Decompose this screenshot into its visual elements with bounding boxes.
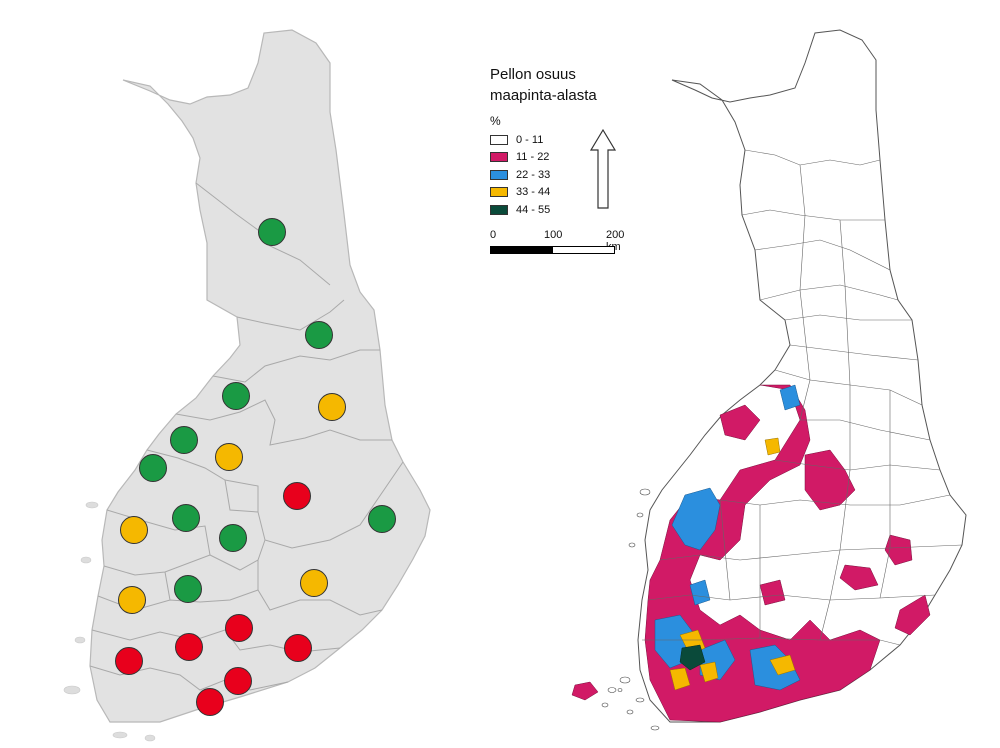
scale-bar: 0 100 200 km xyxy=(490,229,630,259)
region-marker-yellow xyxy=(118,586,146,614)
north-arrow-icon xyxy=(589,128,617,209)
legend-item: 33 - 44 xyxy=(490,184,710,202)
legend-swatch xyxy=(490,134,508,145)
class-22-33-zones xyxy=(654,384,801,691)
region-marker-green xyxy=(258,218,286,246)
legend-item: 11 - 22 xyxy=(490,149,710,167)
region-marker-yellow xyxy=(215,443,243,471)
right-map xyxy=(571,29,967,731)
legend-label: 33 - 44 xyxy=(516,186,551,199)
legend-item: 0 - 11 xyxy=(490,131,710,149)
left-map xyxy=(63,29,431,742)
legend-label: 11 - 22 xyxy=(516,151,550,164)
scale-label-100: 100 xyxy=(544,229,563,241)
legend-unit: % xyxy=(490,114,501,128)
region-marker-red xyxy=(283,482,311,510)
region-marker-red xyxy=(175,633,203,661)
region-marker-red xyxy=(284,634,312,662)
scale-segment-white xyxy=(552,246,615,254)
scale-label-0: 0 xyxy=(490,229,497,241)
region-marker-red xyxy=(224,667,252,695)
legend-label: 44 - 55 xyxy=(516,203,551,216)
class-44-55-zones xyxy=(679,644,706,671)
legend-label: 0 - 11 xyxy=(516,133,544,146)
region-marker-green xyxy=(222,382,250,410)
region-marker-green xyxy=(219,524,247,552)
region-marker-yellow xyxy=(318,393,346,421)
legend-classes: 0 - 11 11 - 22 22 - 33 33 - 44 44 - 55 xyxy=(490,131,710,219)
legend-swatch xyxy=(490,204,508,215)
region-marker-green xyxy=(305,321,333,349)
region-marker-yellow xyxy=(120,516,148,544)
region-marker-green xyxy=(174,575,202,603)
region-marker-red xyxy=(115,647,143,675)
legend-swatch xyxy=(490,152,508,163)
legend-label: 22 - 33 xyxy=(516,168,551,181)
region-marker-green xyxy=(139,454,167,482)
finland-regions-outline xyxy=(89,29,431,723)
region-marker-green xyxy=(170,426,198,454)
legend-swatch xyxy=(490,169,508,180)
region-marker-green xyxy=(368,505,396,533)
region-marker-red xyxy=(196,688,224,716)
scale-segment-black xyxy=(490,246,553,254)
map-legend: Pellon osuus maapinta-alasta % 0 - 11 11… xyxy=(490,64,710,219)
region-marker-red xyxy=(225,614,253,642)
legend-item: 22 - 33 xyxy=(490,166,710,184)
class-11-22-zones xyxy=(571,384,931,723)
legend-title-line1: Pellon osuus xyxy=(490,66,576,83)
legend-item: 44 - 55 xyxy=(490,201,710,219)
legend-swatch xyxy=(490,187,508,198)
region-marker-yellow xyxy=(300,569,328,597)
legend-title-line2: maapinta-alasta xyxy=(490,87,597,104)
class-33-44-zones xyxy=(669,437,796,691)
region-marker-green xyxy=(172,504,200,532)
